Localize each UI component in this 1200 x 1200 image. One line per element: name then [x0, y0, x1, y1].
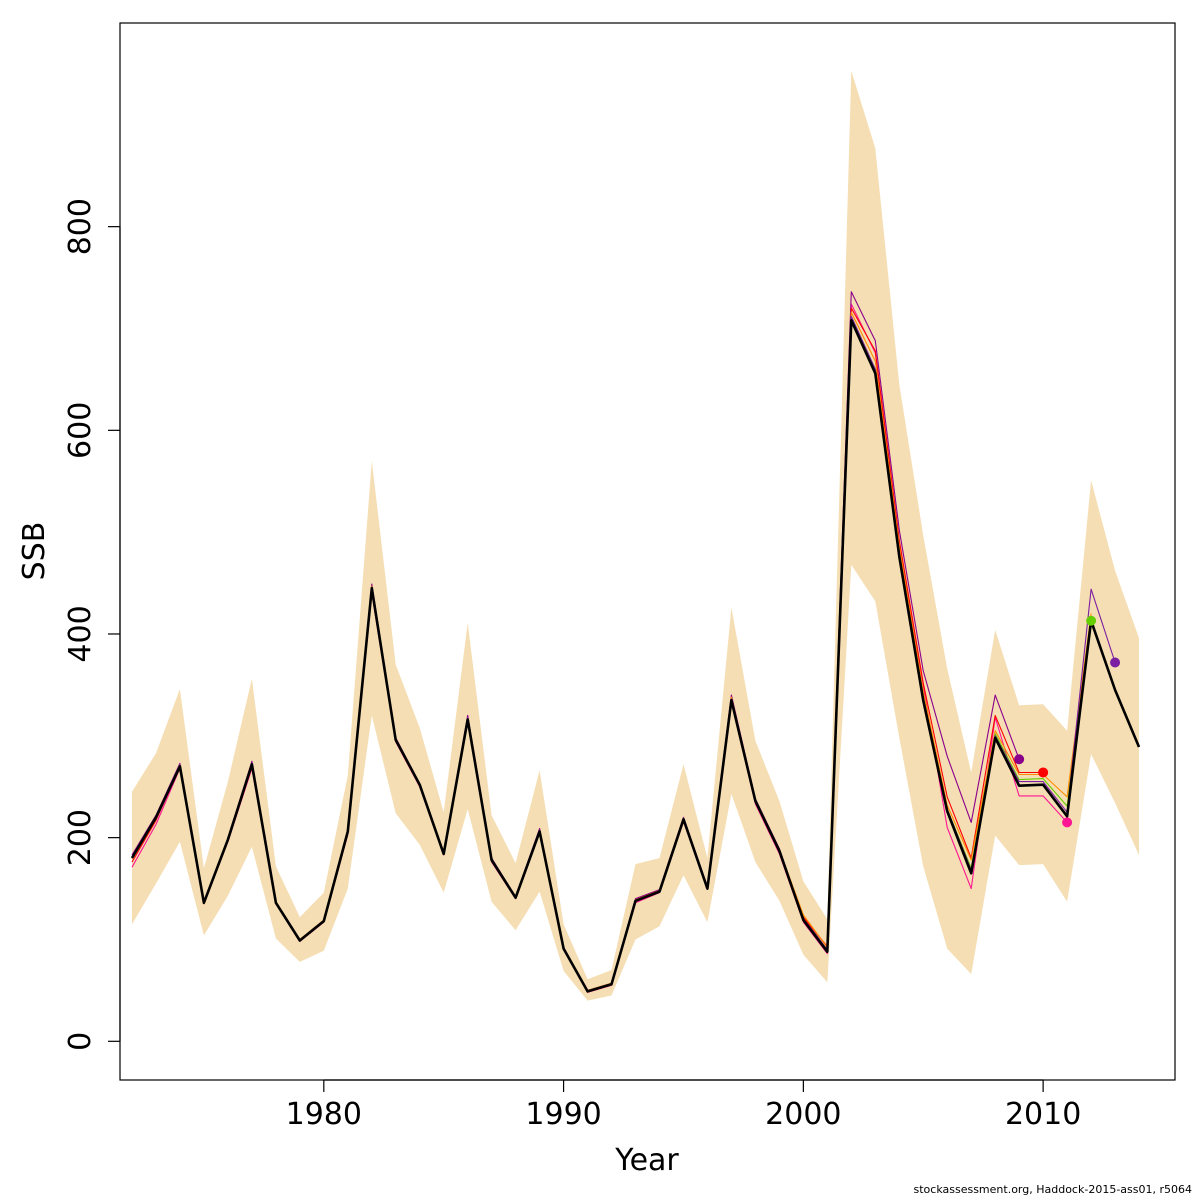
terminal-point-2009	[1014, 754, 1025, 765]
terminal-point-2011	[1062, 817, 1073, 828]
confidence-band	[132, 70, 1139, 1001]
x-tick-label: 1980	[286, 1097, 362, 1132]
series-lines-layer	[130, 291, 1141, 993]
confidence-band-layer	[132, 70, 1139, 1001]
x-tick-label: 2000	[765, 1097, 841, 1132]
terminal-point-2013	[1110, 657, 1121, 668]
y-axis-label: SSB	[17, 522, 52, 581]
terminal-points-layer	[1014, 615, 1121, 828]
y-tick-label: 200	[63, 809, 98, 866]
x-tick-label: 1990	[525, 1097, 601, 1132]
x-axis-label: Year	[614, 1143, 679, 1178]
y-tick-label: 800	[63, 198, 98, 255]
terminal-point-2012	[1086, 615, 1097, 626]
x-tick-label: 2010	[1005, 1097, 1081, 1132]
y-axis: 0 200 400 600 800	[63, 198, 121, 1051]
footer-credit: stockassessment.org, Haddock-2015-ass01,…	[913, 1183, 1193, 1196]
y-tick-label: 0	[63, 1032, 98, 1051]
series-line-1	[130, 318, 1141, 993]
terminal-point-2010	[1038, 767, 1049, 778]
y-tick-label: 600	[63, 402, 98, 459]
y-tick-label: 400	[63, 605, 98, 662]
x-axis: 1980 1990 2000 2010	[286, 1079, 1081, 1132]
